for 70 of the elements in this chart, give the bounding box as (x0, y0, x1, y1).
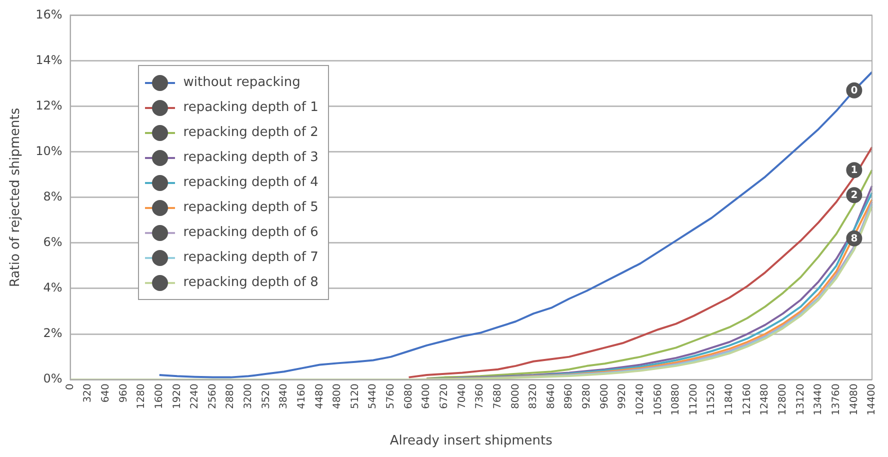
x-tick-label: 11520 (706, 384, 718, 416)
x-tick-label: 1280 (136, 384, 148, 410)
legend-label: repacking depth of 8 (183, 275, 318, 290)
x-tick-label: 6080 (403, 384, 414, 410)
legend-label: repacking depth of 4 (183, 175, 318, 190)
x-tick-label: 7360 (474, 384, 486, 410)
x-tick-label: 4800 (332, 384, 344, 410)
x-tick-label: 960 (118, 384, 130, 403)
x-tick-label: 10880 (670, 384, 682, 416)
x-tick-label: 5760 (386, 384, 397, 410)
y-tick-label: 0% (43, 372, 62, 386)
x-tick-label: 10240 (634, 384, 646, 416)
x-tick-label: 4480 (314, 384, 326, 410)
x-tick-label: 2240 (190, 384, 201, 410)
x-tick-label: 12800 (778, 384, 789, 416)
x-tick-label: 1920 (172, 384, 183, 410)
legend-label: repacking depth of 3 (183, 150, 318, 166)
x-tick-label: 14080 (848, 384, 860, 416)
x-tick-label: 8960 (564, 384, 575, 410)
x-tick-label: 5440 (368, 384, 379, 410)
x-tick-label: 9600 (599, 384, 610, 410)
y-tick-label: 2% (43, 326, 62, 340)
x-tick-label: 13760 (830, 384, 842, 416)
legend-label: repacking depth of 5 (183, 200, 318, 216)
x-tick-label: 6720 (439, 384, 450, 410)
x-axis-title: Already insert shipments (390, 434, 553, 449)
x-tick-label: 7680 (492, 384, 504, 410)
annotation: 8 (850, 233, 858, 244)
legend-label: repacking depth of 7 (183, 250, 318, 266)
x-tick-label: 4160 (296, 384, 308, 410)
x-tick-label: 10560 (652, 384, 664, 416)
x-tick-label: 14400 (866, 384, 878, 416)
x-tick-label: 2880 (225, 384, 236, 410)
annotation: 1 (850, 165, 858, 176)
y-tick-label: 14% (36, 52, 62, 67)
y-tick-label: 8% (43, 190, 62, 204)
x-tick-label: 12480 (760, 384, 771, 416)
legend-label: repacking depth of 6 (183, 225, 318, 240)
y-tick-label: 16% (36, 7, 62, 22)
y-tick-label: 12% (36, 98, 62, 112)
y-tick-label: 6% (43, 235, 62, 250)
x-tick-label: 5120 (350, 384, 361, 410)
annotation: 0 (850, 85, 858, 96)
x-tick-label: 8320 (528, 384, 540, 410)
x-tick-label: 0 (64, 384, 76, 390)
x-tick-label: 9280 (582, 384, 593, 410)
x-tick-label: 12160 (742, 384, 753, 416)
x-tick-label: 2560 (207, 384, 218, 410)
legend-label: repacking depth of 1 (183, 100, 318, 116)
x-tick-label: 13120 (795, 384, 806, 416)
legend-label: repacking depth of 2 (183, 125, 318, 140)
x-tick-label: 8000 (510, 384, 522, 410)
y-tick-label: 10% (36, 144, 62, 158)
annotation: 2 (850, 190, 858, 202)
legend-label: without repacking (183, 75, 300, 90)
x-tick-label: 6400 (421, 384, 432, 410)
x-tick-label: 13440 (813, 384, 824, 416)
x-tick-label: 7040 (456, 384, 468, 410)
x-tick-label: 3520 (260, 384, 272, 410)
y-axis-title: Ratio of rejected shipments (8, 108, 24, 287)
x-tick-label: 3200 (243, 384, 254, 410)
x-tick-label: 3840 (278, 384, 290, 410)
x-tick-label: 8640 (546, 384, 557, 410)
x-tick-label: 11200 (688, 384, 700, 416)
x-tick-label: 640 (100, 384, 112, 403)
x-tick-label: 9920 (617, 384, 628, 410)
y-tick-label: 4% (43, 280, 62, 295)
x-tick-label: 11840 (724, 384, 736, 416)
x-tick-label: 320 (82, 384, 94, 403)
x-tick-label: 1600 (154, 384, 165, 410)
